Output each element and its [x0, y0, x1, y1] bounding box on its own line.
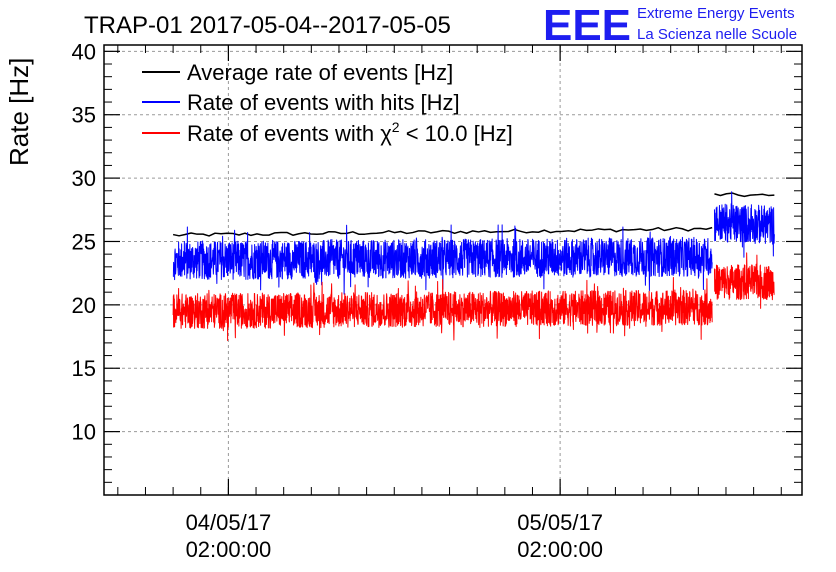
legend-chi2-suffix: < 10.0 [Hz]	[400, 121, 513, 146]
y-axis-label: Rate [Hz]	[4, 58, 34, 166]
y-tick-label: 20	[72, 293, 96, 318]
x-tick-time: 02:00:00	[186, 537, 272, 562]
legend-chi2-sup: 2	[392, 119, 400, 135]
y-tick-label: 25	[72, 229, 96, 254]
logo-line-1: Extreme Energy Events	[637, 5, 795, 22]
axes	[103, 44, 803, 496]
eee-logo: EEE Extreme Energy Events La Scienza nel…	[543, 1, 797, 50]
x-tick-date: 04/05/17	[186, 510, 272, 535]
legend-label-hits: Rate of events with hits [Hz]	[187, 90, 460, 115]
y-tick-label: 15	[72, 356, 96, 381]
legend-label-average: Average rate of events [Hz]	[187, 60, 453, 85]
logo-line-2: La Scienza nelle Scuole	[637, 26, 797, 43]
y-tick-label: 30	[72, 166, 96, 191]
y-tick-labels: 10 15 20 25 30 35 40	[72, 39, 96, 444]
x-tick-time: 02:00:00	[517, 537, 603, 562]
chart-title: TRAP-01 2017-05-04--2017-05-05	[84, 12, 451, 39]
legend: Average rate of events [Hz] Rate of even…	[142, 60, 513, 146]
y-tick-label: 35	[72, 103, 96, 128]
legend-item-chi2: Rate of events with χ2 < 10.0 [Hz]	[142, 119, 513, 146]
series-1-segment-0	[172, 224, 713, 295]
eee-logo-letters: EEE	[543, 1, 631, 50]
series-2-segment-0	[172, 276, 713, 341]
legend-item-average: Average rate of events [Hz]	[142, 60, 453, 85]
legend-chi2-prefix: Rate of events with	[187, 121, 380, 146]
series-1-segment-1	[713, 191, 775, 258]
plot-frame	[103, 44, 803, 496]
legend-label-chi2: Rate of events with χ2 < 10.0 [Hz]	[187, 119, 513, 146]
y-tick-label: 10	[72, 420, 96, 445]
y-tick-label: 40	[72, 39, 96, 64]
x-tick-date: 05/05/17	[517, 510, 603, 535]
series-2-segment-1	[713, 252, 775, 309]
legend-chi2-symbol: χ	[380, 121, 392, 146]
series-0-segment-1	[714, 192, 775, 198]
series-0-segment-0	[172, 226, 713, 237]
legend-item-hits: Rate of events with hits [Hz]	[142, 90, 460, 115]
series-layer	[172, 191, 775, 341]
